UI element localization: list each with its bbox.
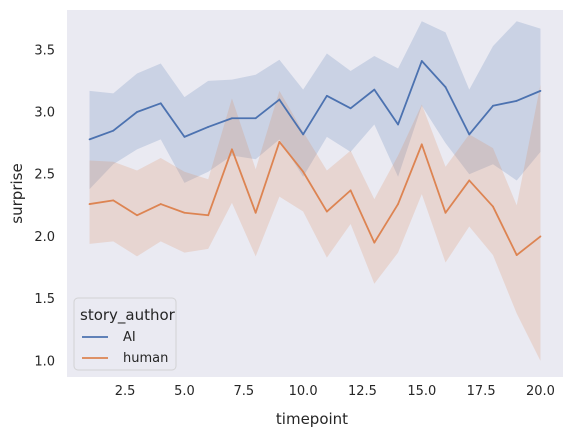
data-point-human bbox=[349, 189, 352, 192]
data-point-ai bbox=[183, 135, 186, 138]
data-point-ai bbox=[468, 133, 471, 136]
y-tick-label: 3.0 bbox=[34, 106, 55, 121]
data-point-ai bbox=[515, 99, 518, 102]
data-point-human bbox=[539, 235, 542, 238]
y-tick-label: 1.5 bbox=[34, 292, 55, 307]
legend-label-ai: AI bbox=[123, 330, 136, 345]
data-point-ai bbox=[397, 123, 399, 126]
y-tick-label: 1.0 bbox=[34, 354, 55, 369]
data-point-ai bbox=[278, 98, 281, 101]
data-point-human bbox=[397, 203, 399, 205]
y-tick-label: 2.0 bbox=[34, 230, 55, 245]
data-point-ai bbox=[492, 104, 494, 107]
legend-box bbox=[73, 297, 177, 371]
data-point-human bbox=[159, 203, 162, 205]
data-point-human bbox=[88, 203, 91, 205]
data-point-ai bbox=[302, 133, 305, 136]
data-point-human bbox=[515, 254, 518, 256]
x-tick-label: 2.5 bbox=[115, 384, 136, 399]
data-point-ai bbox=[349, 107, 352, 110]
data-point-human bbox=[112, 199, 115, 202]
data-point-ai bbox=[444, 86, 447, 89]
data-point-ai bbox=[325, 94, 328, 97]
x-tick-label: 12.5 bbox=[348, 384, 377, 399]
data-point-ai bbox=[254, 117, 257, 120]
legend-title: story_author bbox=[80, 306, 176, 325]
x-axis-ticks: 2.5 5.0 7.5 10.0 12.5 15.0 17.5 20.0 bbox=[115, 384, 555, 399]
data-point-human bbox=[325, 210, 328, 213]
data-point-ai bbox=[207, 126, 210, 128]
series-line-human bbox=[89, 140, 542, 256]
data-point-human bbox=[278, 140, 281, 143]
series-line-ai bbox=[89, 60, 541, 141]
x-tick-label: 17.5 bbox=[467, 384, 496, 399]
x-tick-label: 15.0 bbox=[407, 384, 436, 399]
x-tick-label: 10.0 bbox=[289, 384, 318, 399]
series-lines bbox=[88, 60, 542, 256]
ci-band-human bbox=[89, 84, 541, 361]
data-point-human bbox=[136, 214, 138, 217]
data-point-human bbox=[302, 170, 305, 173]
x-tick-label: 7.5 bbox=[233, 384, 254, 399]
y-tick-label: 2.5 bbox=[34, 168, 55, 183]
data-point-human bbox=[231, 148, 233, 151]
data-point-human bbox=[420, 143, 423, 146]
data-point-human bbox=[207, 214, 210, 217]
x-tick-label: 5.0 bbox=[174, 384, 195, 399]
y-tick-label: 3.5 bbox=[34, 43, 55, 58]
data-point-ai bbox=[88, 138, 91, 141]
x-tick-label: 20.0 bbox=[526, 384, 555, 399]
data-point-ai bbox=[112, 129, 115, 132]
data-point-human bbox=[373, 241, 376, 244]
data-point-ai bbox=[420, 60, 423, 62]
data-point-ai bbox=[136, 111, 138, 113]
confidence-bands bbox=[89, 21, 541, 361]
data-point-ai bbox=[539, 89, 542, 92]
data-point-human bbox=[444, 211, 447, 214]
data-point-ai bbox=[231, 117, 233, 120]
legend-label-human: human bbox=[123, 351, 168, 366]
x-axis-label: timepoint bbox=[276, 410, 348, 428]
data-point-human bbox=[254, 211, 257, 214]
data-point-ai bbox=[159, 102, 162, 105]
data-point-human bbox=[183, 211, 186, 214]
ci-band-ai bbox=[89, 21, 541, 190]
y-axis-label: surprise bbox=[8, 163, 26, 223]
data-point-human bbox=[492, 205, 494, 208]
legend: story_author AI human bbox=[73, 297, 177, 371]
y-axis-ticks: 1.0 1.5 2.0 2.5 3.0 3.5 bbox=[34, 43, 55, 369]
data-point-human bbox=[468, 179, 471, 182]
data-point-ai bbox=[373, 88, 376, 91]
